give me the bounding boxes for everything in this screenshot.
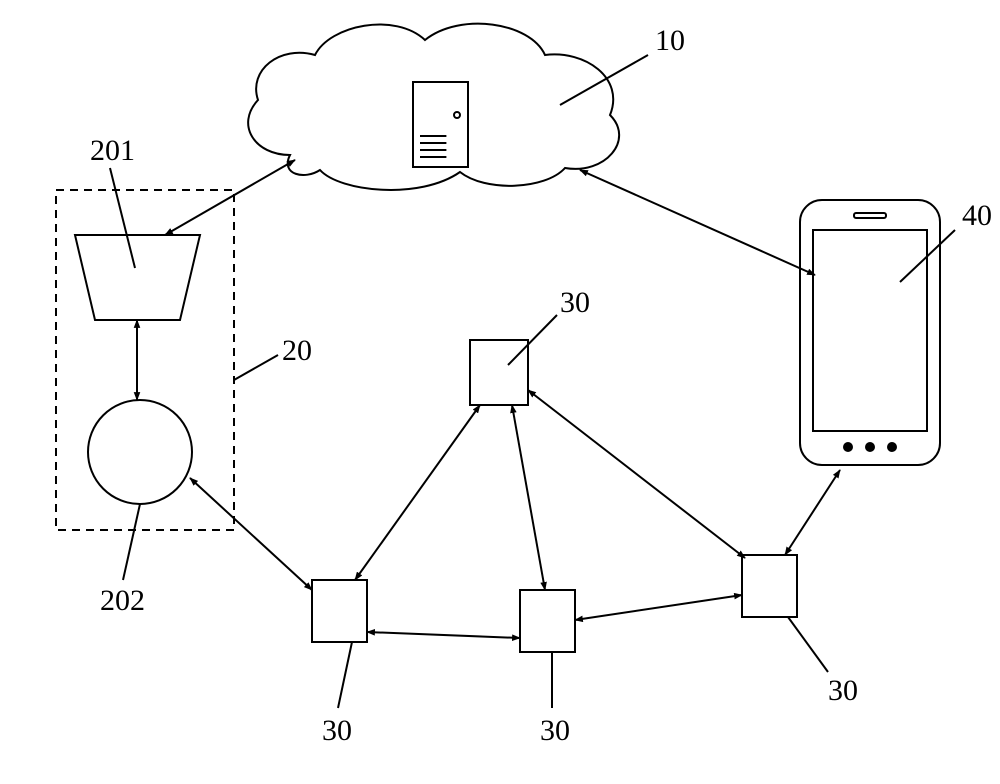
diagram-canvas: 10 40 201 20 202 30 30 30 30 [0, 0, 1000, 784]
label-30b: 30 [322, 714, 352, 747]
label-20: 20 [282, 334, 312, 367]
edge-node30_right-phone40_bot [785, 470, 840, 555]
leader-30d [788, 617, 828, 672]
phone-icon [800, 200, 940, 465]
label-40: 40 [962, 199, 992, 232]
edge-trapezoid201_top-cloud_sw [165, 160, 295, 235]
label-30a: 30 [560, 286, 590, 319]
label-201: 201 [90, 134, 135, 167]
label-10: 10 [655, 24, 685, 57]
node-201-trapezoid [75, 235, 200, 320]
edge-node30_mid-node30_right [575, 595, 742, 620]
edge-node30_top-node30_mid [512, 405, 545, 590]
node-202-circle [88, 400, 192, 504]
leader-10 [560, 55, 648, 105]
label-30c: 30 [540, 714, 570, 747]
node30-right [742, 555, 797, 617]
label-202: 202 [100, 584, 145, 617]
leader-30b [338, 642, 352, 708]
leader-202 [123, 504, 140, 580]
cloud-icon [248, 24, 619, 190]
server-icon [413, 82, 468, 167]
group-20-box [56, 190, 234, 530]
leader-20 [234, 355, 278, 380]
edge-circle202_r-node30_left [190, 478, 312, 590]
node30-left [312, 580, 367, 642]
node30-mid [520, 590, 575, 652]
edge-node30_left-node30_mid [367, 632, 520, 638]
edge-node30_top-node30_right [528, 390, 745, 558]
label-30d: 30 [828, 674, 858, 707]
edge-node30_left-node30_top [355, 405, 480, 580]
node30-top [470, 340, 528, 405]
edge-cloud_se-phone40_top [580, 170, 815, 275]
leader-201 [110, 168, 135, 268]
